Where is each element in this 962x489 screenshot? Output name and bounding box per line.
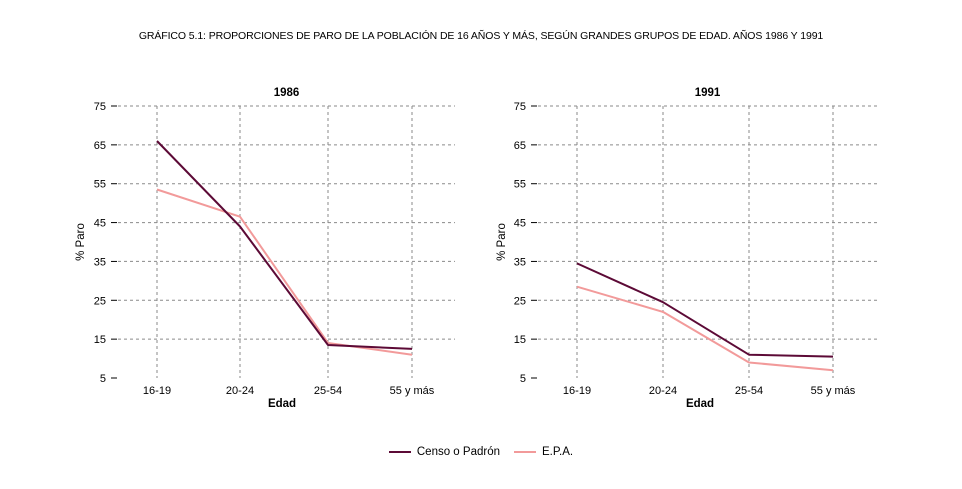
p2-y-axis-title: % Paro [496, 223, 508, 261]
legend-item-censo: Censo o Padrón [388, 446, 500, 458]
p1-ytick-label-65: 65 [94, 140, 106, 152]
p1-xtick-label-3: 55 y más [390, 385, 435, 397]
legend-label-epa: E.P.A. [542, 446, 574, 458]
p2-xtick-label-1: 20-24 [649, 385, 677, 397]
panel-title-1991: 1991 [695, 87, 721, 99]
panel-title-1986: 1986 [274, 87, 300, 99]
p1-x-axis-title: Edad [268, 398, 296, 410]
p2-series-epa-line [576, 285, 834, 372]
chart-main-title: GRÁFICO 5.1: PROPORCIONES DE PARO DE LA … [138, 30, 824, 42]
p1-ytick-label-5: 5 [100, 373, 106, 385]
p1-ytick-label-75: 75 [94, 101, 106, 113]
p1-ytick-label-55: 55 [94, 179, 106, 191]
p2-series-censo-line [576, 262, 834, 358]
p2-ytick-label-45: 45 [514, 218, 526, 230]
p2-ytick-label-25: 25 [514, 295, 526, 307]
p2-ytick-label-55: 55 [514, 179, 526, 191]
legend-label-censo: Censo o Padrón [416, 446, 500, 458]
p1-series-censo-line [156, 140, 413, 350]
legend: Censo o Padrón E.P.A. [0, 443, 962, 461]
p2-x-axis-title: Edad [686, 398, 714, 410]
p2-ytick-label-15: 15 [514, 334, 526, 346]
legend-item-epa: E.P.A. [514, 446, 573, 458]
legend-swatch-censo [388, 451, 411, 453]
p1-ytick-label-25: 25 [94, 295, 106, 307]
p2-ytick-label-75: 75 [514, 101, 526, 113]
p1-xtick-label-0: 16-19 [143, 385, 171, 397]
p1-xtick-label-2: 25-54 [314, 385, 342, 397]
p1-series-epa-line [156, 188, 413, 356]
p2-ytick-label-65: 65 [514, 140, 526, 152]
p2-xtick-label-3: 55 y más [811, 385, 856, 397]
p2-ytick-label-35: 35 [514, 256, 526, 268]
p1-ytick-label-45: 45 [94, 218, 106, 230]
p1-ytick-label-15: 15 [94, 334, 106, 346]
p1-y-axis-title: % Paro [75, 223, 87, 261]
p1-xtick-label-1: 20-24 [226, 385, 254, 397]
p1-ytick-label-35: 35 [94, 256, 106, 268]
p2-xtick-label-2: 25-54 [735, 385, 763, 397]
p2-xtick-label-0: 16-19 [563, 385, 591, 397]
legend-swatch-epa [514, 451, 536, 453]
p2-ytick-label-5: 5 [520, 373, 526, 385]
